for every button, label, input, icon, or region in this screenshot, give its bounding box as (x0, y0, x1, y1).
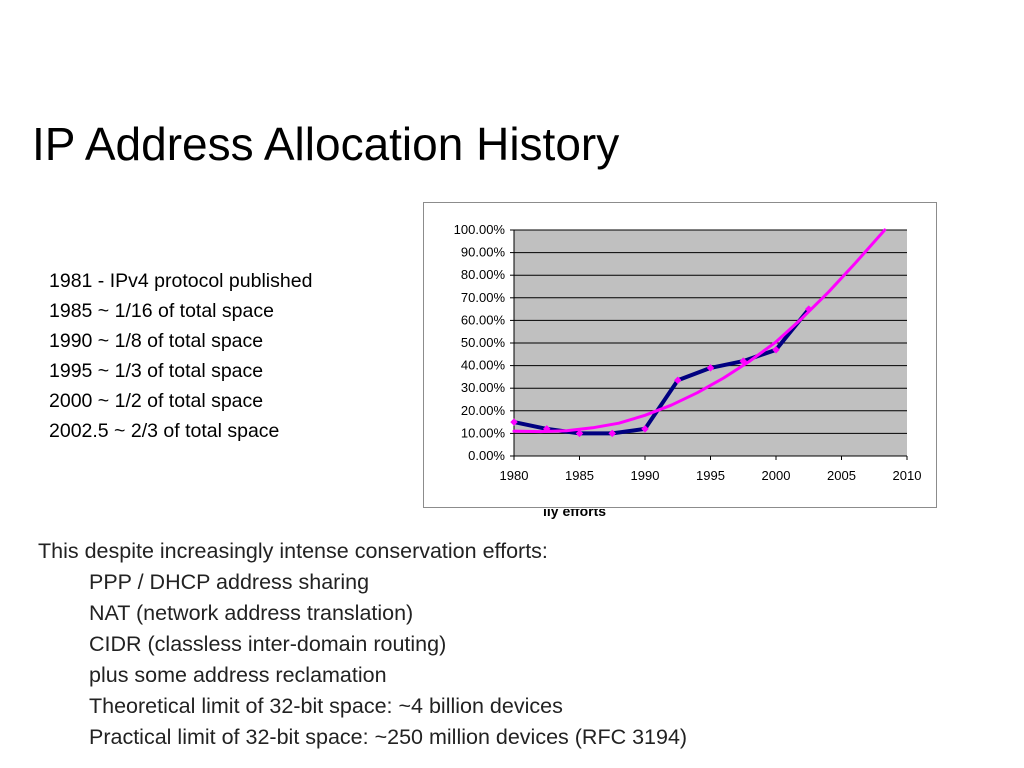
allocation-chart-svg: 0.00% 10.00% 20.00% 30.00% 40.00% 50.00% 60.00… (454, 222, 922, 483)
timeline-item: 1981 - IPv4 protocol published (49, 270, 313, 292)
x-tick-label: 1980 (500, 468, 529, 483)
conservation-efforts: This despite increasingly intense conser… (38, 536, 687, 753)
data-point (510, 418, 518, 426)
y-tick-label: 60.00% (461, 312, 506, 327)
data-point (772, 345, 780, 354)
x-tick-label: 1985 (565, 468, 594, 483)
allocation-chart: 0.00% 10.00% 20.00% 30.00% 40.00% 50.00% 60.00… (423, 202, 937, 508)
timeline-item: 1995 ~ 1/3 of total space (49, 360, 264, 382)
effort-item: NAT (network address translation) (89, 601, 414, 625)
effort-item: Theoretical limit of 32-bit space: ~4 bi… (89, 694, 563, 718)
data-point (804, 305, 813, 313)
x-tick-label: 2010 (893, 468, 922, 483)
timeline-item: 2002.5 ~ 2/3 of total space (49, 420, 280, 442)
chart-clipped-caption-area: lly efforts (423, 509, 937, 523)
x-tick-label: 2000 (762, 468, 791, 483)
allocation-timeline: 1981 - IPv4 protocol published 1985 ~ 1/… (49, 266, 312, 446)
y-tick-label: 20.00% (461, 403, 506, 418)
effort-item: Practical limit of 32-bit space: ~250 mi… (89, 725, 688, 749)
efforts-intro: This despite increasingly intense conser… (38, 539, 548, 563)
y-tick-label: 0.00% (468, 448, 505, 463)
data-point (575, 429, 584, 438)
y-tick-label: 10.00% (461, 425, 506, 440)
y-tick-label: 70.00% (461, 290, 506, 305)
data-point (673, 376, 682, 385)
data-point (608, 429, 617, 438)
x-tick-label: 1990 (631, 468, 660, 483)
data-point (641, 425, 649, 433)
y-tick-label: 30.00% (461, 380, 506, 395)
y-tick-label: 100.00% (454, 222, 506, 237)
timeline-item: 2000 ~ 1/2 of total space (49, 390, 264, 412)
slide-title: IP Address Allocation History (32, 118, 620, 170)
y-tick-label: 40.00% (461, 358, 506, 373)
effort-item: plus some address reclamation (89, 663, 387, 687)
timeline-item: 1990 ~ 1/8 of total space (49, 330, 264, 352)
chart-clipped-caption: lly efforts (543, 509, 607, 519)
y-tick-label: 50.00% (461, 335, 506, 350)
data-point (706, 364, 715, 372)
series-line (512, 228, 887, 434)
data-point (739, 357, 748, 365)
x-tick-label: 2005 (827, 468, 856, 483)
effort-item: PPP / DHCP address sharing (89, 570, 370, 594)
y-tick-label: 90.00% (461, 245, 506, 260)
timeline-item: 1985 ~ 1/16 of total space (49, 300, 274, 322)
y-tick-label: 80.00% (461, 267, 506, 282)
data-point (542, 425, 551, 433)
effort-item: CIDR (classless inter-domain routing) (89, 632, 447, 656)
x-tick-label: 1995 (696, 468, 725, 483)
